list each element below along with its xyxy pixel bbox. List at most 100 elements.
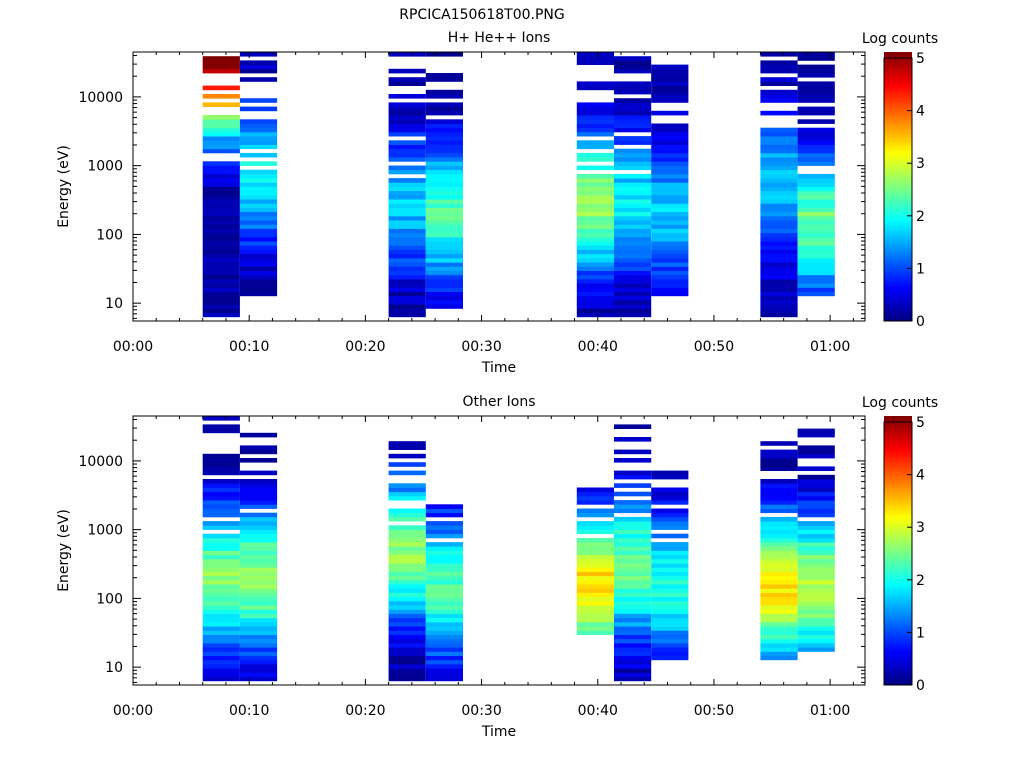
energy-bin-cell — [239, 194, 278, 200]
y-tick-label: 10000 — [78, 90, 123, 106]
energy-bin-cell — [425, 157, 463, 162]
energy-bin-cell — [425, 567, 463, 572]
colorbar-swatch — [884, 280, 912, 284]
energy-bin-cell — [202, 304, 240, 309]
energy-bin-cell — [797, 453, 835, 459]
energy-bin-cell — [614, 558, 652, 564]
energy-bin-cell — [614, 186, 652, 192]
colorbar-tick-label: 4 — [916, 104, 925, 120]
energy-bin-cell — [202, 236, 240, 242]
energy-bin-cell — [425, 224, 463, 229]
energy-bin-cell — [614, 279, 652, 284]
energy-bin-cell — [425, 274, 463, 280]
colorbar-swatch — [884, 58, 912, 62]
energy-bin-cell — [388, 245, 426, 250]
energy-bin-cell — [202, 169, 240, 175]
energy-bin-cell — [239, 127, 278, 133]
energy-bin-cell — [425, 173, 463, 179]
colorbar-swatch — [884, 476, 912, 480]
energy-bin-cell — [239, 668, 278, 673]
energy-bin-cell — [797, 94, 835, 99]
energy-bin-cell — [651, 592, 689, 598]
energy-bin-cell — [239, 287, 278, 292]
energy-bin-cell — [202, 56, 240, 61]
energy-bin-cell — [614, 676, 652, 682]
energy-bin-cell — [239, 609, 278, 614]
energy-bin-cell — [576, 622, 614, 627]
energy-bin-cell — [202, 279, 240, 284]
colorbar-swatch — [884, 112, 912, 116]
energy-bin-cell — [797, 449, 835, 455]
energy-bin-cell — [651, 266, 689, 271]
energy-bin-cell — [239, 228, 278, 234]
energy-bin-cell — [651, 487, 689, 493]
energy-bin-cell — [388, 253, 426, 259]
energy-bin-cell — [425, 588, 463, 593]
colorbar-swatch — [884, 516, 912, 520]
energy-bin-cell — [388, 304, 426, 309]
energy-bin-cell — [576, 300, 614, 305]
colorbar-swatch — [884, 416, 912, 419]
energy-bin-cell — [425, 529, 463, 535]
energy-bin-cell — [614, 600, 652, 606]
energy-bin-cell — [239, 274, 278, 280]
energy-bin-cell — [651, 495, 689, 501]
colorbar-swatch — [884, 604, 912, 607]
energy-bin-cell — [760, 283, 798, 288]
energy-bin-cell — [576, 228, 614, 234]
energy-bin-cell — [760, 630, 798, 635]
energy-bin-cell — [239, 190, 278, 196]
energy-bin-cell — [425, 232, 463, 238]
energy-bin-cell — [425, 190, 463, 196]
energy-bin-cell — [239, 458, 278, 463]
energy-bin-cell — [239, 638, 278, 644]
energy-bin-cell — [760, 613, 798, 619]
energy-bin-cell — [388, 119, 426, 124]
colorbar-swatch — [884, 85, 912, 89]
colorbar-swatch — [884, 467, 912, 471]
x-axis-label: Time — [481, 360, 516, 376]
energy-bin-cell — [651, 169, 689, 175]
energy-bin-cell — [576, 152, 614, 158]
energy-bin-cell — [239, 152, 278, 158]
energy-bin-cell — [760, 626, 798, 631]
energy-bin-cell — [202, 186, 240, 192]
energy-bin-cell — [651, 521, 689, 526]
energy-bin-cell — [614, 592, 652, 598]
x-tick-label: 00:30 — [461, 703, 501, 719]
energy-bin-cell — [614, 115, 652, 120]
colorbar-swatch — [884, 83, 912, 87]
energy-bin-cell — [202, 470, 240, 476]
colorbar-swatch — [884, 224, 912, 228]
energy-bin-cell — [202, 102, 240, 107]
energy-bin-cell — [388, 127, 426, 133]
energy-bin-cell — [760, 622, 798, 627]
colorbar-swatch — [884, 597, 912, 601]
energy-bin-cell — [760, 575, 798, 581]
energy-bin-cell — [388, 169, 426, 175]
energy-bin-cell — [239, 182, 278, 187]
energy-bin-cell — [425, 617, 463, 623]
energy-bin-cell — [202, 224, 240, 229]
energy-bin-cell — [239, 563, 278, 568]
energy-bin-cell — [425, 647, 463, 652]
energy-bin-cell — [651, 270, 689, 276]
energy-bin-cell — [202, 584, 240, 589]
colorbar-swatch — [884, 658, 912, 661]
energy-bin-cell — [651, 178, 689, 183]
energy-bin-cell — [760, 89, 798, 95]
energy-bin-cell — [425, 542, 463, 547]
energy-bin-cell — [425, 508, 463, 514]
energy-bin-cell — [614, 152, 652, 158]
energy-bin-cell — [239, 123, 278, 129]
colorbar-swatch — [884, 103, 912, 107]
energy-bin-cell — [576, 525, 614, 530]
energy-bin-cell — [797, 56, 835, 61]
energy-bin-cell — [239, 241, 278, 246]
energy-bin-cell — [760, 249, 798, 255]
energy-bin-cell — [388, 157, 426, 162]
energy-bin-cell — [797, 592, 835, 598]
energy-bin-cell — [202, 487, 240, 493]
energy-bin-cell — [576, 173, 614, 179]
energy-bin-cell — [388, 542, 426, 547]
